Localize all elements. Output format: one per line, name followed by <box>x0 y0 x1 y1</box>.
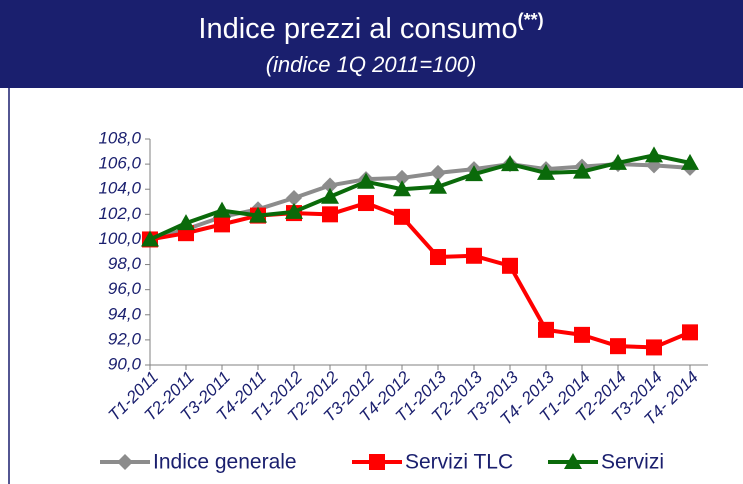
data-point <box>177 214 195 231</box>
y-tick-label: 100,0 <box>98 229 141 248</box>
data-point <box>322 177 338 194</box>
data-point <box>501 155 519 172</box>
series-line <box>149 162 691 242</box>
legend-label: Servizi TLC <box>405 451 513 474</box>
chart-title-group: Indice prezzi al consumo(**) <box>198 10 543 45</box>
y-tick-label: 98,0 <box>108 254 142 273</box>
series-line <box>149 201 691 350</box>
data-point <box>538 321 554 338</box>
data-point <box>465 165 483 182</box>
data-point <box>466 247 482 264</box>
header-band <box>0 0 743 88</box>
data-point <box>394 169 410 186</box>
data-point <box>249 206 267 223</box>
y-tick-label: 90,0 <box>108 354 142 373</box>
data-point <box>429 177 447 194</box>
data-point <box>322 206 338 223</box>
y-tick-label: 102,0 <box>98 204 141 223</box>
chart-subtitle: (indice 1Q 2011=100) <box>266 52 477 77</box>
legend-label: Servizi <box>601 451 664 474</box>
data-point <box>285 202 303 219</box>
y-tick-label: 96,0 <box>108 279 142 298</box>
data-point <box>358 195 374 212</box>
data-point <box>646 339 662 356</box>
data-point <box>214 216 230 233</box>
legend-marker <box>117 454 133 470</box>
data-point <box>645 146 663 163</box>
data-point <box>394 208 410 225</box>
y-tick-label: 104,0 <box>98 179 141 198</box>
y-tick-label: 106,0 <box>98 154 141 173</box>
data-point <box>537 163 555 180</box>
data-point <box>502 257 518 274</box>
data-point <box>681 153 699 170</box>
data-point <box>213 201 231 218</box>
data-point <box>574 326 590 343</box>
data-point <box>682 324 698 341</box>
data-point <box>430 164 446 181</box>
data-point <box>321 187 339 204</box>
chart-title: Indice prezzi al consumo <box>198 13 517 45</box>
y-tick-label: 94,0 <box>108 304 142 323</box>
legend-marker <box>369 454 385 470</box>
y-tick-label: 92,0 <box>108 329 142 348</box>
y-tick-label: 108,0 <box>98 128 141 147</box>
legend-marker <box>564 453 582 469</box>
data-point <box>573 162 591 179</box>
data-point <box>609 153 627 170</box>
data-point <box>286 190 302 207</box>
series-line <box>149 153 691 242</box>
legend-label: Indice generale <box>153 451 297 474</box>
data-point <box>141 230 159 247</box>
title-note: (**) <box>518 10 544 30</box>
data-point <box>393 180 411 197</box>
data-point <box>430 249 446 266</box>
data-point <box>357 172 375 189</box>
data-point <box>610 338 626 355</box>
